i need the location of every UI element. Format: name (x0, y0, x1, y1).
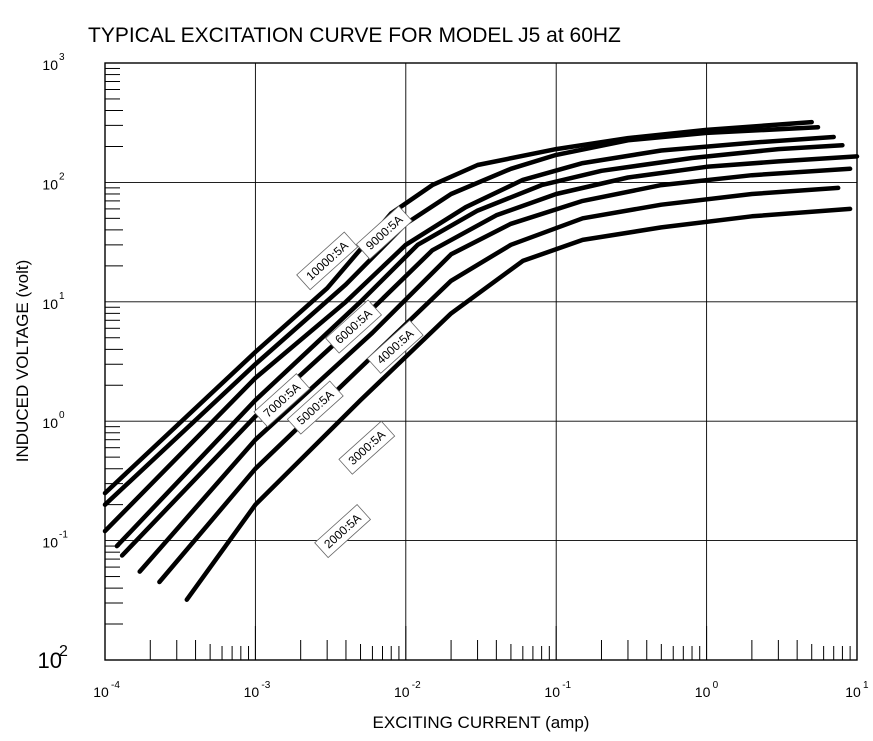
x-tick-exponent: -1 (562, 680, 571, 691)
x-tick-exponent: 1 (863, 680, 869, 691)
curve-6000-5a (114, 142, 845, 549)
curve-label-text: 10000:5A (303, 239, 351, 284)
curve-label: 3000:5A (338, 420, 396, 475)
x-tick-exponent: 0 (713, 680, 719, 691)
x-tick-label: 10 (695, 684, 711, 700)
y-tick-label: 10 (42, 296, 58, 312)
curve-label: 5000:5A (286, 380, 344, 435)
curve-label-box (286, 380, 344, 435)
curve-7000-5a (102, 134, 836, 534)
y-axis-label: INDUCED VOLTAGE (volt) (13, 260, 32, 462)
plot-frame (104, 62, 858, 661)
chart-title: TYPICAL EXCITATION CURVE FOR MODEL J5 at… (88, 24, 621, 47)
x-tick-exponent: -4 (111, 680, 120, 691)
curve-5000-5a (119, 154, 860, 558)
curve-2000-5a (184, 206, 853, 602)
y-bottom-exponent: 2 (59, 643, 68, 660)
x-tick-labels: 10 -4 10 -3 10 -2 10 -1 10 0 10 1 (93, 680, 869, 700)
curve-label: 7000:5A (253, 373, 311, 428)
y-tick-label: 10 (42, 415, 58, 431)
y-bottom-label: 10 (38, 648, 62, 673)
x-tick-label: 10 (845, 684, 861, 700)
y-tick-exponent: 1 (59, 291, 65, 302)
y-tick-label: 10 (42, 535, 58, 551)
curve-label-box (338, 420, 396, 475)
minor-ticks (105, 67, 851, 660)
y-tick-exponent: 2 (59, 171, 65, 182)
x-tick-label: 10 (93, 684, 109, 700)
x-tick-exponent: -3 (261, 680, 270, 691)
curve-label: 2000:5A (314, 504, 372, 559)
curve-labels: 10000:5A9000:5A7000:5A6000:5A5000:5A4000… (253, 205, 424, 559)
x-tick-exponent: -2 (412, 680, 421, 691)
curve-label-box (253, 373, 311, 428)
x-axis-label: EXCITING CURRENT (amp) (373, 713, 590, 732)
y-tick-label: 10 (42, 176, 58, 192)
curve-label-box (325, 299, 383, 354)
x-tick-label: 10 (244, 684, 260, 700)
curve-label-box (355, 205, 413, 260)
curve-label-box (296, 231, 359, 291)
y-tick-exponent: 0 (59, 410, 65, 421)
y-tick-exponent: 3 (59, 52, 65, 63)
x-tick-label: 10 (544, 684, 560, 700)
curve-9000-5a (102, 124, 821, 507)
curve-label-box (366, 319, 424, 374)
x-tick-label: 10 (394, 684, 410, 700)
curve-10000-5a (102, 119, 814, 496)
curve-3000-5a (157, 185, 841, 585)
curve-label: 9000:5A (355, 205, 413, 260)
y-tick-label: 10 (42, 57, 58, 73)
y-tick-exponent: -1 (59, 530, 68, 541)
curve-label-box (314, 504, 372, 559)
curve-4000-5a (137, 166, 853, 574)
curves (102, 119, 860, 602)
